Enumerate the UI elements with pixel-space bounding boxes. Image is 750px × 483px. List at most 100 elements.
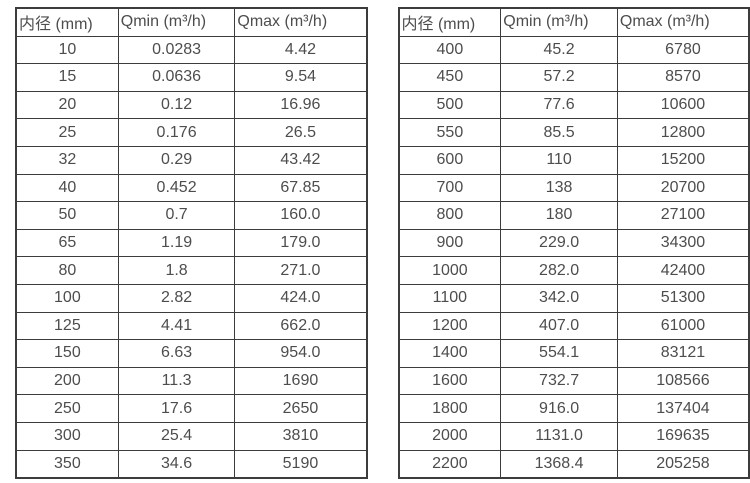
- flow-rate-table-right: 内径 (mm) Qmin (m³/h) Qmax (m³/h) 400 45.2 6780…: [397, 7, 750, 480]
- table-cell: 350: [15, 449, 119, 479]
- table-cell: 6780: [616, 35, 750, 65]
- table-cell: 1131.0: [500, 421, 618, 451]
- table-row: 900 229.0 34300: [397, 228, 750, 258]
- table-cell: 10: [15, 35, 119, 65]
- table-cell: 424.0: [234, 283, 367, 313]
- table-row: 1600 732.7 108566: [397, 366, 750, 396]
- table-cell: 25: [15, 118, 119, 147]
- table-cell: 1600: [397, 366, 502, 396]
- table-row: 125 4.41 662.0: [15, 311, 367, 341]
- table-cell: 15: [15, 63, 119, 92]
- table-row: 1000 282.0 42400: [397, 256, 750, 285]
- table-row: 150 6.63 954.0: [15, 339, 367, 368]
- table-cell: 954.0: [234, 339, 367, 368]
- table-row: 100 2.82 424.0: [15, 283, 367, 313]
- header-row: 内径 (mm) Qmin (m³/h) Qmax (m³/h): [397, 7, 750, 37]
- column-header-0: 内径 (mm): [15, 7, 119, 37]
- column-header-2: Qmax (m³/h): [234, 7, 367, 37]
- table-cell: 15200: [616, 145, 750, 175]
- table-cell: 4.42: [234, 35, 367, 65]
- table-row: 40 0.452 67.85: [15, 173, 367, 203]
- table-row: 450 57.2 8570: [397, 63, 750, 92]
- table-cell: 20700: [616, 173, 750, 203]
- table-cell: 0.452: [117, 173, 236, 203]
- table-cell: 0.7: [117, 201, 236, 230]
- table-cell: 16.96: [234, 90, 367, 120]
- table-cell: 205258: [616, 449, 750, 479]
- table-cell: 40: [15, 173, 119, 203]
- table-cell: 550: [397, 118, 502, 147]
- table-cell: 0.0636: [117, 63, 236, 92]
- table-cell: 250: [15, 394, 119, 423]
- table-cell: 20: [15, 90, 119, 120]
- table-cell: 407.0: [500, 311, 618, 341]
- table-row: 550 85.5 12800: [397, 118, 750, 147]
- table-row: 15 0.0636 9.54: [15, 63, 367, 92]
- column-header-1: Qmin (m³/h): [117, 7, 236, 37]
- table-cell: 67.85: [234, 173, 367, 203]
- flow-rate-spec-tables: 内径 (mm) Qmin (m³/h) Qmax (m³/h) 10 0.0283 4.4…: [15, 7, 750, 480]
- table-cell: 45.2: [500, 35, 618, 65]
- table-cell: 400: [397, 35, 502, 65]
- table-cell: 800: [397, 201, 502, 230]
- table-cell: 300: [15, 421, 119, 451]
- table-row: 300 25.4 3810: [15, 421, 367, 451]
- column-header-0: 内径 (mm): [397, 7, 502, 37]
- table-cell: 450: [397, 63, 502, 92]
- table-cell: 8570: [616, 63, 750, 92]
- table-row: 200 11.3 1690: [15, 366, 367, 396]
- table-cell: 1000: [397, 256, 502, 285]
- table-cell: 2650: [234, 394, 367, 423]
- column-header-2: Qmax (m³/h): [616, 7, 750, 37]
- table-cell: 83121: [616, 339, 750, 368]
- table-cell: 179.0: [234, 228, 367, 258]
- table-cell: 271.0: [234, 256, 367, 285]
- table-cell: 2000: [397, 421, 502, 451]
- table-cell: 282.0: [500, 256, 618, 285]
- table-cell: 900: [397, 228, 502, 258]
- table-cell: 1368.4: [500, 449, 618, 479]
- table-cell: 5190: [234, 449, 367, 479]
- table-cell: 1.19: [117, 228, 236, 258]
- table-cell: 180: [500, 201, 618, 230]
- table-cell: 80: [15, 256, 119, 285]
- table-cell: 125: [15, 311, 119, 341]
- table-cell: 1200: [397, 311, 502, 341]
- table-row: 1100 342.0 51300: [397, 283, 750, 313]
- table-row: 400 45.2 6780: [397, 35, 750, 65]
- table-row: 65 1.19 179.0: [15, 228, 367, 258]
- table-cell: 50: [15, 201, 119, 230]
- table-cell: 169635: [616, 421, 750, 451]
- table-cell: 4.41: [117, 311, 236, 341]
- table-row: 500 77.6 10600: [397, 90, 750, 120]
- table-cell: 0.29: [117, 145, 236, 175]
- table-cell: 34.6: [117, 449, 236, 479]
- table-cell: 732.7: [500, 366, 618, 396]
- table-cell: 26.5: [234, 118, 367, 147]
- table-cell: 12800: [616, 118, 750, 147]
- table-row: 800 180 27100: [397, 201, 750, 230]
- table-cell: 25.4: [117, 421, 236, 451]
- table-cell: 6.63: [117, 339, 236, 368]
- table-cell: 1100: [397, 283, 502, 313]
- table-cell: 0.12: [117, 90, 236, 120]
- table-cell: 11.3: [117, 366, 236, 396]
- table-cell: 43.42: [234, 145, 367, 175]
- table-row: 350 34.6 5190: [15, 449, 367, 479]
- table-cell: 500: [397, 90, 502, 120]
- table-cell: 17.6: [117, 394, 236, 423]
- table-row: 250 17.6 2650: [15, 394, 367, 423]
- table-row: 700 138 20700: [397, 173, 750, 203]
- table-cell: 150: [15, 339, 119, 368]
- table-cell: 32: [15, 145, 119, 175]
- table-cell: 137404: [616, 394, 750, 423]
- header-row: 内径 (mm) Qmin (m³/h) Qmax (m³/h): [15, 7, 367, 37]
- table-cell: 77.6: [500, 90, 618, 120]
- table-cell: 100: [15, 283, 119, 313]
- table-cell: 916.0: [500, 394, 618, 423]
- table-cell: 9.54: [234, 63, 367, 92]
- table-row: 600 110 15200: [397, 145, 750, 175]
- table-cell: 61000: [616, 311, 750, 341]
- table-cell: 34300: [616, 228, 750, 258]
- table-row: 80 1.8 271.0: [15, 256, 367, 285]
